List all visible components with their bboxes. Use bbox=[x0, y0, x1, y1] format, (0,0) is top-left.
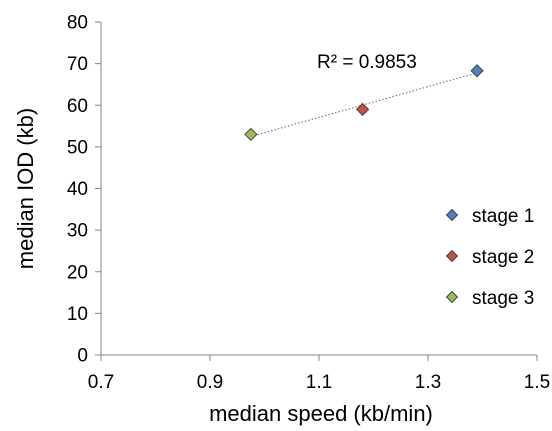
y-tick-label: 40 bbox=[67, 179, 88, 200]
y-tick-label: 10 bbox=[67, 304, 88, 325]
data-point-series-2 bbox=[355, 102, 370, 117]
legend-label-series-3: stage 3 bbox=[472, 288, 534, 309]
x-tick-label: 1.5 bbox=[524, 372, 550, 393]
data-point-series-1 bbox=[470, 64, 484, 78]
legend-marker-series-1 bbox=[445, 208, 459, 222]
trendline-layer bbox=[250, 72, 478, 138]
y-tick-label: 0 bbox=[77, 346, 88, 367]
legend-marker-series-3 bbox=[445, 290, 459, 304]
x-tick-label: 1.3 bbox=[415, 372, 441, 393]
y-tick-label: 60 bbox=[67, 96, 88, 117]
x-axis: 0.7 0.9 1.1 1.3 1.5 bbox=[88, 354, 550, 393]
y-tick-label: 70 bbox=[67, 54, 88, 75]
y-axis-title: median IOD (kb) bbox=[13, 108, 38, 269]
y-axis: 0 10 20 30 40 50 60 70 80 bbox=[67, 13, 102, 367]
y-tick-label: 50 bbox=[67, 137, 88, 158]
trendline bbox=[250, 72, 478, 138]
x-tick-label: 1.1 bbox=[306, 372, 332, 393]
legend-label-series-2: stage 2 bbox=[472, 247, 534, 268]
x-tick-label: 0.7 bbox=[88, 372, 114, 393]
y-tick-label: 20 bbox=[67, 262, 88, 283]
r-squared-annotation: R² = 0.9853 bbox=[317, 52, 417, 73]
legend-label-series-1: stage 1 bbox=[472, 206, 534, 227]
legend-marker-series-2 bbox=[445, 249, 459, 263]
y-tick-label: 30 bbox=[67, 221, 88, 242]
legend: stage 1 stage 2 stage 3 bbox=[445, 206, 534, 309]
data-point-series-3 bbox=[244, 127, 258, 142]
x-axis-title: median speed (kb/min) bbox=[209, 401, 433, 426]
x-tick-label: 0.9 bbox=[197, 372, 223, 393]
data-points bbox=[244, 64, 484, 142]
y-tick-label: 80 bbox=[67, 13, 88, 34]
